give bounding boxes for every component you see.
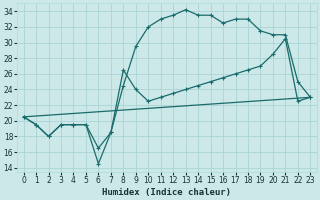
X-axis label: Humidex (Indice chaleur): Humidex (Indice chaleur) [102, 188, 231, 197]
